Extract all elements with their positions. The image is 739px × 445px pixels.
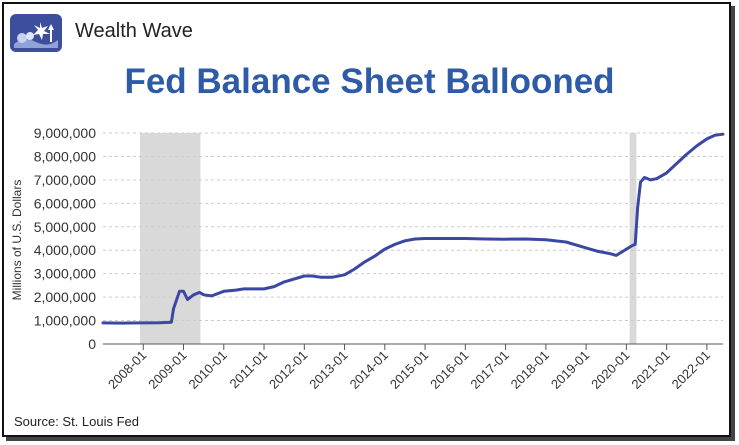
y-tick-label: 2,000,000 (34, 289, 96, 305)
x-tick-label: 2013-01 (306, 348, 350, 392)
y-tick-label: 0 (88, 336, 96, 352)
y-tick-label: 4,000,000 (34, 242, 96, 258)
y-tick-label: 1,000,000 (34, 313, 96, 329)
y-tick-label: 9,000,000 (34, 125, 96, 141)
series-layer (101, 132, 725, 325)
brand-name: Wealth Wave (75, 20, 193, 42)
x-tick-label: 2015-01 (387, 348, 431, 392)
x-tick-label: 2014-01 (347, 348, 391, 392)
series-line-0 (101, 132, 725, 325)
y-tick-label: 3,000,000 (34, 266, 96, 282)
y-tick-label: 6,000,000 (34, 195, 96, 211)
frame-shadow-right (731, 6, 735, 440)
recession-band-0 (140, 133, 201, 344)
y-tick-label: 8,000,000 (34, 148, 96, 164)
x-axis-ticks: 2008-012009-012010-012011-012012-012013-… (105, 344, 713, 392)
chart-title: Fed Balance Sheet Ballooned (124, 62, 615, 101)
x-tick-label: 2011-01 (226, 348, 270, 392)
x-tick-label: 2021-01 (628, 348, 672, 392)
x-tick-label: 2016-01 (427, 348, 471, 392)
recession-bands (140, 133, 637, 344)
source-note: Source: St. Louis Fed (14, 414, 140, 429)
recession-band-1 (629, 133, 637, 344)
chart-frame (2, 2, 731, 437)
y-tick-label: 7,000,000 (34, 172, 96, 188)
x-tick-label: 2022-01 (669, 348, 713, 392)
frame-shadow-bottom (6, 437, 735, 441)
x-tick-label: 2008-01 (105, 348, 149, 392)
x-tick-label: 2012-01 (266, 348, 310, 392)
x-tick-label: 2020-01 (588, 348, 632, 392)
y-axis-label: Millions of U.S. Dollars (10, 180, 24, 301)
x-tick-label: 2017-01 (467, 348, 511, 392)
x-tick-label: 2009-01 (145, 348, 189, 392)
y-tick-label: 5,000,000 (34, 219, 96, 235)
gridlines (103, 132, 723, 322)
y-axis-ticks: 0 1,000,000 2,000,000 3,000,000 4,000,000 5,0… (34, 125, 97, 352)
wealth-wave-logo-icon (10, 14, 62, 52)
x-tick-label: 2018-01 (508, 348, 552, 392)
x-tick-label: 2010-01 (186, 348, 230, 392)
x-tick-label: 2019-01 (548, 348, 592, 392)
